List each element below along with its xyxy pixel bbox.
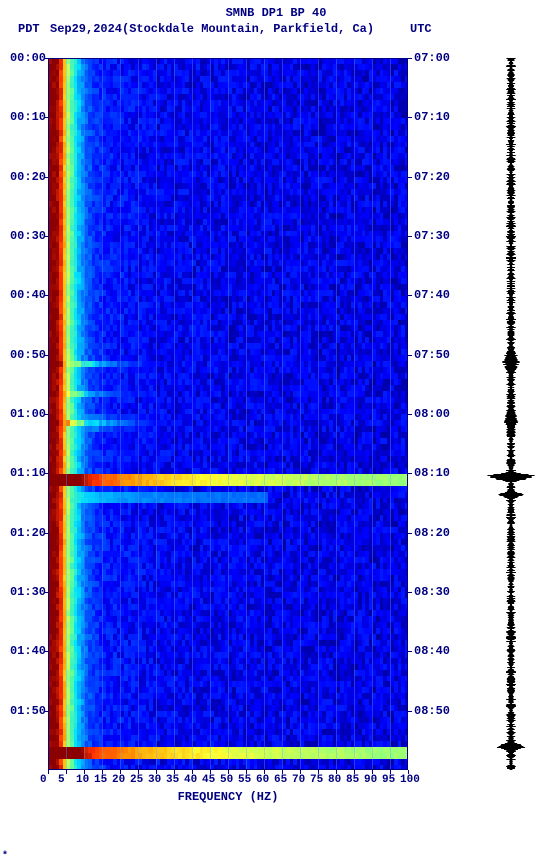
y-right-tick: 07:40	[414, 288, 450, 302]
x-tick: 65	[274, 774, 287, 786]
y-left-tick: 00:40	[10, 288, 46, 302]
y-left-tick: 01:30	[10, 585, 46, 599]
y-right-tick: 08:50	[414, 704, 450, 718]
x-tick: 55	[238, 774, 251, 786]
x-tick: 45	[202, 774, 215, 786]
y-left-tick: 00:30	[10, 229, 46, 243]
x-tick: 70	[292, 774, 305, 786]
y-right-tick: 08:40	[414, 644, 450, 658]
x-tick: 40	[184, 774, 197, 786]
y-right-tick: 08:00	[414, 407, 450, 421]
spectrogram-canvas	[48, 58, 408, 770]
x-tick: 10	[76, 774, 89, 786]
x-tick: 90	[364, 774, 377, 786]
x-tick: 80	[328, 774, 341, 786]
title-line-1: SMNB DP1 BP 40	[0, 6, 552, 20]
y-right-tick: 07:30	[414, 229, 450, 243]
x-tick: 20	[112, 774, 125, 786]
y-right-tick: 07:10	[414, 110, 450, 124]
y-left-tick: 00:00	[10, 51, 46, 65]
header-location: (Stockdale Mountain, Parkfield, Ca)	[122, 22, 374, 36]
y-right-tick: 07:20	[414, 170, 450, 184]
x-tick: 85	[346, 774, 359, 786]
chart-stage: SMNB DP1 BP 40 PDT Sep29,2024 (Stockdale…	[0, 0, 552, 864]
x-tick: 60	[256, 774, 269, 786]
x-tick: 5	[58, 774, 65, 786]
y-left-tick: 00:20	[10, 170, 46, 184]
x-tick: 35	[166, 774, 179, 786]
x-tick: 95	[382, 774, 395, 786]
footnote: *	[2, 851, 8, 862]
x-tick: 50	[220, 774, 233, 786]
x-tick: 75	[310, 774, 323, 786]
y-left-tick: 00:10	[10, 110, 46, 124]
x-tick: 0	[40, 774, 47, 786]
header-utc: UTC	[410, 22, 432, 36]
y-right-tick: 07:50	[414, 348, 450, 362]
y-left-tick: 01:50	[10, 704, 46, 718]
x-tick: 100	[400, 774, 420, 786]
y-right-tick: 08:20	[414, 526, 450, 540]
header-date: Sep29,2024	[50, 22, 122, 36]
x-tick: 25	[130, 774, 143, 786]
x-axis-label: FREQUENCY (HZ)	[48, 790, 408, 804]
x-tick: 30	[148, 774, 161, 786]
y-right-tick: 08:30	[414, 585, 450, 599]
y-left-tick: 01:20	[10, 526, 46, 540]
waveform-canvas	[480, 58, 542, 770]
y-left-tick: 01:40	[10, 644, 46, 658]
y-right-tick: 08:10	[414, 466, 450, 480]
y-left-tick: 00:50	[10, 348, 46, 362]
y-left-tick: 01:10	[10, 466, 46, 480]
header-pdt: PDT	[18, 22, 40, 36]
x-tick: 15	[94, 774, 107, 786]
y-left-tick: 01:00	[10, 407, 46, 421]
y-right-tick: 07:00	[414, 51, 450, 65]
